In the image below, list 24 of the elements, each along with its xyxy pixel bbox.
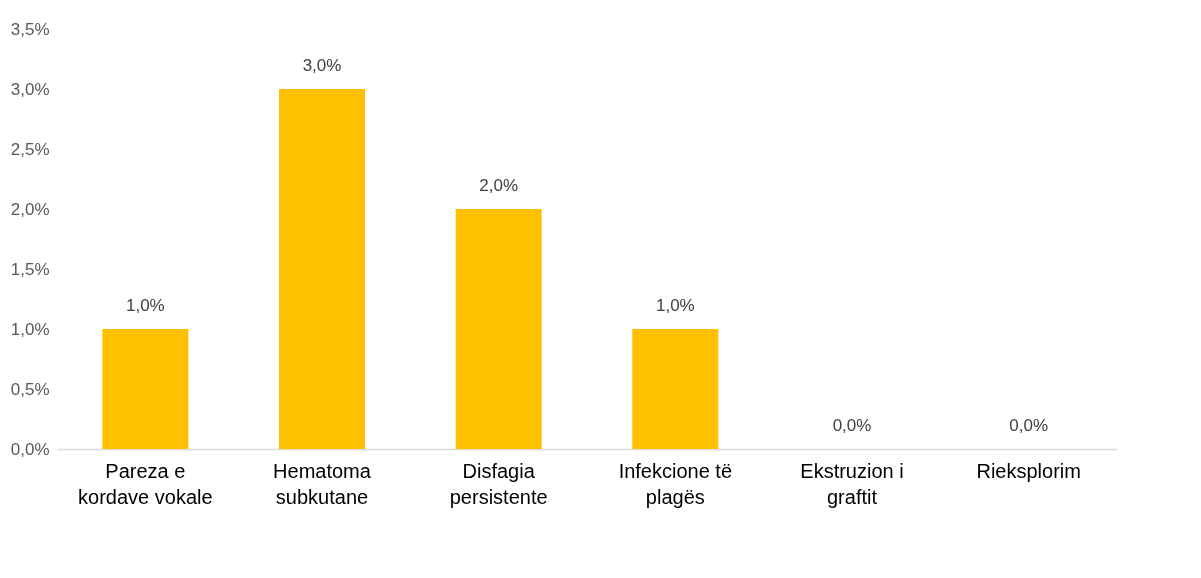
y-tick-label: 0,0%: [10, 439, 50, 459]
x-tick-label: Rieksplorim: [976, 459, 1081, 482]
data-label: 0,0%: [1009, 416, 1049, 435]
y-tick-label: 3,5%: [10, 19, 50, 39]
y-tick-label: 1,5%: [10, 259, 50, 279]
x-tick-label: Infekcione të plagës: [618, 459, 733, 508]
data-label: 1,0%: [655, 296, 695, 315]
y-tick-label: 2,5%: [10, 139, 50, 159]
y-tick-label: 2,0%: [10, 199, 50, 219]
y-tick-label: 0,5%: [10, 379, 50, 399]
y-tick-label: 1,0%: [10, 319, 50, 339]
data-label: 0,0%: [832, 416, 872, 435]
data-label: 3,0%: [302, 56, 342, 75]
bar: [279, 89, 365, 449]
bar: [102, 329, 189, 449]
data-label: 1,0%: [125, 296, 165, 315]
x-tick-label: Pareza e kordave vokale: [78, 459, 213, 508]
x-tick-label: Disfagia persistente: [449, 459, 548, 508]
x-tick-label: Hematoma subkutane: [273, 459, 372, 508]
bar: [455, 209, 542, 449]
bar: [632, 329, 719, 449]
x-tick-label: Ekstruzion i graftit: [800, 459, 904, 508]
data-label: 2,0%: [479, 176, 519, 195]
y-tick-label: 3,0%: [10, 79, 50, 99]
